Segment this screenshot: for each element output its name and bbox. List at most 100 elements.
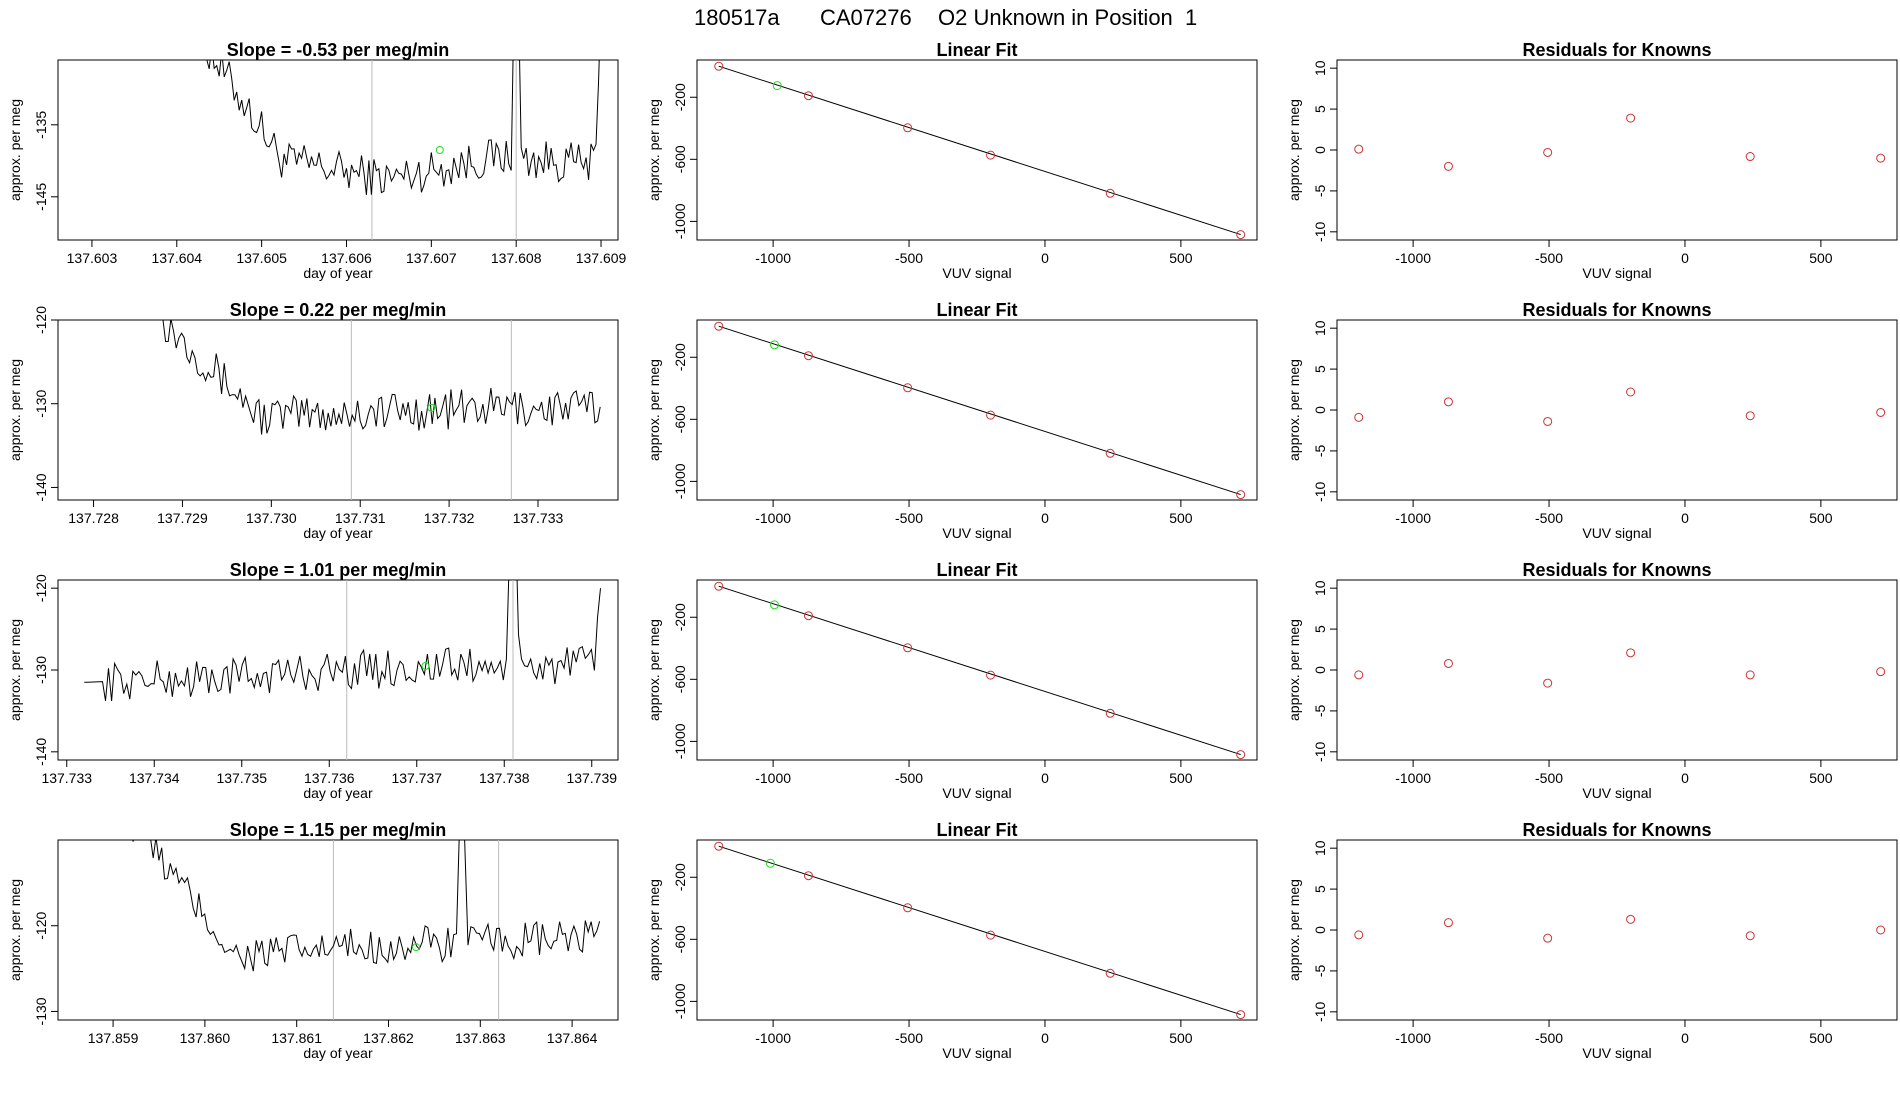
fit-line bbox=[718, 325, 1241, 496]
known-point bbox=[1236, 490, 1246, 500]
y-tick-label: 5 bbox=[1312, 105, 1328, 113]
figure-title-tank: CA07276 bbox=[820, 5, 912, 30]
y-tick-label: -10 bbox=[1312, 221, 1328, 241]
y-tick-label: -600 bbox=[672, 145, 688, 173]
panel-title: Residuals for Knowns bbox=[1522, 300, 1711, 320]
panel-6: Linear Fit -1000 -500 0 500 -1000 -600 -200 VUV … bbox=[646, 300, 1258, 541]
known-point bbox=[1745, 670, 1755, 680]
x-tick-label: 137.732 bbox=[424, 510, 475, 526]
y-axis-label: approx. per meg bbox=[1286, 619, 1302, 721]
x-tick-label: 500 bbox=[1169, 1030, 1193, 1046]
panel-title: Linear Fit bbox=[936, 300, 1017, 320]
x-tick-label: 0 bbox=[1681, 250, 1689, 266]
x-tick-label: 0 bbox=[1681, 510, 1689, 526]
x-axis-label: VUV signal bbox=[1582, 265, 1651, 281]
y-axis-label: approx. per meg bbox=[646, 359, 662, 461]
y-tick-label: 0 bbox=[1312, 406, 1328, 414]
plot-frame bbox=[57, 319, 619, 501]
panel-8: Linear Fit -1000 -500 0 500 -1000 -600 -200 VUV … bbox=[646, 820, 1258, 1061]
y-tick-label: 10 bbox=[1312, 60, 1328, 76]
y-tick-label: -130 bbox=[33, 390, 49, 418]
y-tick-label: 10 bbox=[1312, 840, 1328, 856]
known-point bbox=[1876, 925, 1886, 935]
panel-title: Residuals for Knowns bbox=[1522, 40, 1711, 60]
plot-area bbox=[1354, 648, 1886, 688]
y-tick-label: -130 bbox=[33, 656, 49, 684]
y-axis-label: approx. per meg bbox=[7, 99, 23, 201]
panel-title: Slope = 1.01 per meg/min bbox=[230, 560, 447, 580]
known-point bbox=[714, 841, 724, 851]
x-tick-label: 137.861 bbox=[271, 1030, 322, 1046]
x-tick-label: -500 bbox=[895, 510, 923, 526]
x-tick-label: 137.734 bbox=[129, 770, 180, 786]
panel-11: Residuals for Knowns -1000 -500 0 500 -10 -5 0 5… bbox=[1286, 560, 1898, 801]
x-tick-label: -1000 bbox=[1395, 770, 1431, 786]
plot-area bbox=[714, 61, 1246, 240]
x-tick-label: 0 bbox=[1041, 510, 1049, 526]
panel-9: Residuals for Knowns -1000 -500 0 500 -10 -5 0 5… bbox=[1286, 40, 1898, 281]
x-axis-label: day of year bbox=[303, 525, 373, 541]
y-tick-label: -140 bbox=[33, 473, 49, 501]
x-axis-label: day of year bbox=[303, 1045, 373, 1061]
panel-1: Slope = -0.53 per meg/min 137.603 137.604 1… bbox=[7, 40, 627, 281]
known-point bbox=[1105, 708, 1115, 718]
x-tick-label: 0 bbox=[1681, 1030, 1689, 1046]
known-point bbox=[1354, 412, 1364, 422]
x-tick-label: 137.739 bbox=[566, 770, 617, 786]
plot-frame bbox=[696, 319, 1258, 501]
y-tick-label: 5 bbox=[1312, 885, 1328, 893]
x-tick-label: -1000 bbox=[1395, 250, 1431, 266]
plot-area bbox=[1354, 387, 1886, 426]
known-point bbox=[803, 611, 813, 621]
y-tick-label: -120 bbox=[33, 911, 49, 939]
known-point bbox=[1876, 667, 1886, 677]
known-point bbox=[903, 383, 913, 393]
series-line bbox=[162, 320, 601, 435]
known-point bbox=[986, 150, 996, 160]
known-point bbox=[1105, 968, 1115, 978]
panel-3: Slope = 1.01 per meg/min 137.733 137.734 13… bbox=[7, 560, 619, 801]
x-tick-label: -500 bbox=[1535, 510, 1563, 526]
panel-5: Linear Fit -1000 -500 0 500 -1000 -600 -200 VUV … bbox=[646, 40, 1258, 281]
y-tick-label: 10 bbox=[1312, 580, 1328, 596]
known-point bbox=[1543, 147, 1553, 157]
panel-title: Linear Fit bbox=[936, 560, 1017, 580]
unknown-point bbox=[765, 858, 775, 868]
y-tick-label: -1000 bbox=[672, 203, 688, 239]
y-tick-label: -5 bbox=[1312, 444, 1328, 457]
known-point bbox=[1745, 931, 1755, 941]
known-point bbox=[1543, 678, 1553, 688]
fit-line bbox=[718, 585, 1241, 756]
x-tick-label: 500 bbox=[1169, 250, 1193, 266]
known-point bbox=[714, 61, 724, 71]
known-point bbox=[1236, 750, 1246, 760]
y-tick-label: -120 bbox=[33, 306, 49, 334]
x-tick-label: 0 bbox=[1041, 770, 1049, 786]
x-tick-label: -1000 bbox=[755, 510, 791, 526]
plot-frame bbox=[696, 59, 1258, 241]
x-axis-label: VUV signal bbox=[942, 525, 1011, 541]
plot-area bbox=[714, 321, 1246, 500]
panel-title: Slope = 0.22 per meg/min bbox=[230, 300, 447, 320]
x-tick-label: 137.737 bbox=[391, 770, 442, 786]
known-point bbox=[903, 643, 913, 653]
known-point bbox=[986, 930, 996, 940]
y-tick-label: -1000 bbox=[672, 463, 688, 499]
plot-area bbox=[1354, 113, 1886, 171]
series-line bbox=[132, 840, 601, 972]
plot-area bbox=[84, 580, 601, 760]
y-axis-label: approx. per meg bbox=[7, 359, 23, 461]
x-axis-label: VUV signal bbox=[942, 1045, 1011, 1061]
known-point bbox=[1105, 188, 1115, 198]
known-point bbox=[1443, 918, 1453, 928]
x-tick-label: 500 bbox=[1809, 250, 1833, 266]
x-tick-label: 137.603 bbox=[67, 250, 118, 266]
plot-area bbox=[714, 841, 1246, 1020]
y-tick-label: -600 bbox=[672, 925, 688, 953]
unknown-point bbox=[412, 943, 421, 952]
y-axis-label: approx. per meg bbox=[7, 619, 23, 721]
known-point bbox=[1745, 152, 1755, 162]
x-tick-label: 0 bbox=[1681, 770, 1689, 786]
x-tick-label: -500 bbox=[895, 770, 923, 786]
x-tick-label: 0 bbox=[1041, 1030, 1049, 1046]
